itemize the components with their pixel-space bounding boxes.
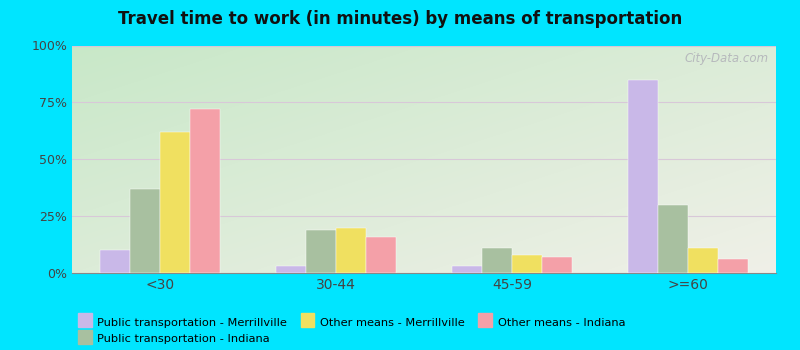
Bar <box>658 205 688 273</box>
Bar <box>452 266 482 273</box>
Text: Travel time to work (in minutes) by means of transportation: Travel time to work (in minutes) by mean… <box>118 10 682 28</box>
Bar <box>366 237 396 273</box>
Bar <box>190 109 220 273</box>
Bar <box>482 248 512 273</box>
Bar <box>512 255 542 273</box>
Bar <box>160 132 190 273</box>
Bar <box>336 228 366 273</box>
Legend: Public transportation - Merrillville, Public transportation - Indiana, Other mea: Public transportation - Merrillville, Pu… <box>78 317 626 344</box>
Bar <box>130 189 160 273</box>
Bar <box>718 259 748 273</box>
Bar <box>542 257 572 273</box>
Bar <box>276 266 306 273</box>
Bar <box>628 80 658 273</box>
Text: City-Data.com: City-Data.com <box>685 52 769 65</box>
Bar <box>306 230 336 273</box>
Bar <box>688 248 718 273</box>
Bar <box>100 250 130 273</box>
